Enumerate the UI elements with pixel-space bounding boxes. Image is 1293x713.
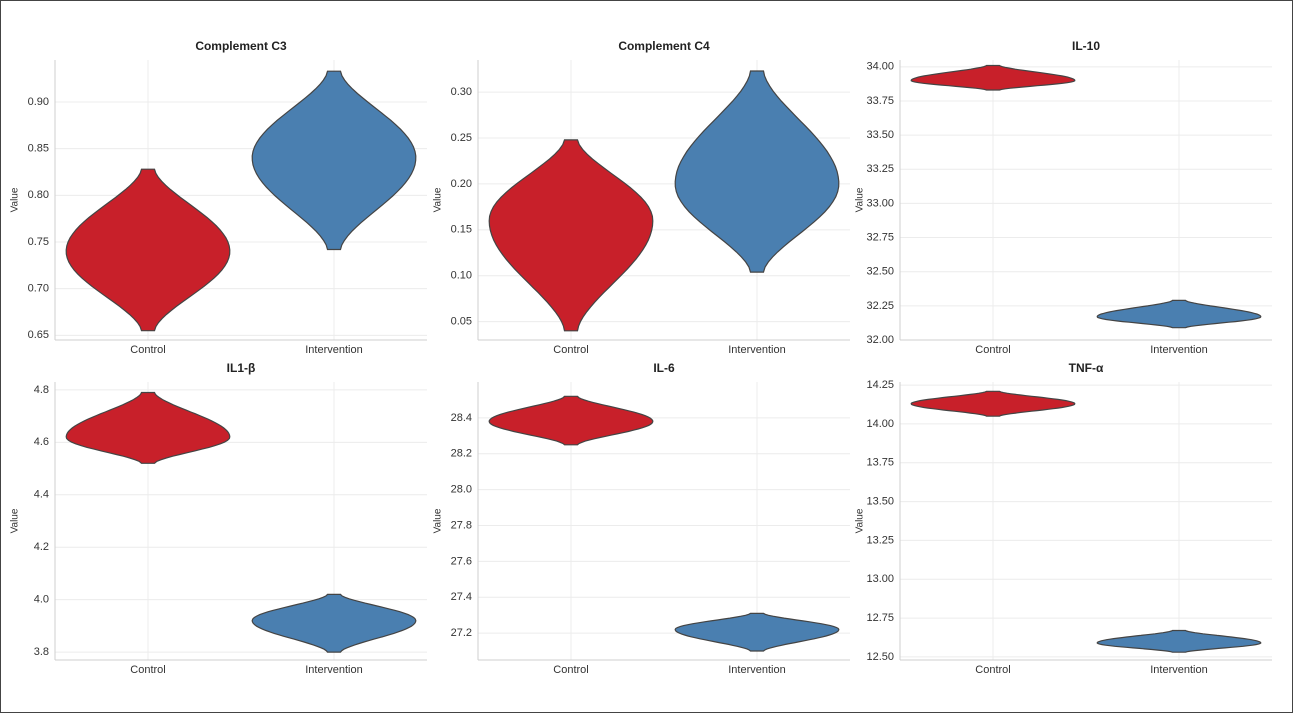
y-tick-label: 34.00 bbox=[866, 61, 894, 73]
y-tick-label: 0.10 bbox=[451, 270, 472, 282]
y-axis-label: Value bbox=[855, 187, 866, 212]
chart-title: IL1-β bbox=[227, 361, 256, 375]
chart-title: IL-10 bbox=[1072, 39, 1100, 53]
y-tick-label: 0.85 bbox=[28, 143, 49, 155]
violin bbox=[910, 390, 1076, 417]
x-tick-label: Control bbox=[553, 664, 588, 676]
y-tick-label: 27.8 bbox=[451, 519, 472, 531]
y-tick-label: 0.80 bbox=[28, 189, 49, 201]
y-tick-label: 33.25 bbox=[866, 163, 894, 175]
violin bbox=[251, 70, 417, 251]
y-tick-label: 33.75 bbox=[866, 95, 894, 107]
x-tick-label: Intervention bbox=[305, 664, 362, 676]
violin bbox=[674, 70, 840, 273]
y-tick-label: 0.65 bbox=[28, 329, 49, 341]
y-tick-label: 33.50 bbox=[866, 129, 894, 141]
y-tick-label: 0.75 bbox=[28, 236, 49, 248]
violin bbox=[488, 395, 654, 446]
y-tick-label: 12.50 bbox=[866, 651, 894, 663]
y-tick-label: 32.00 bbox=[866, 334, 894, 346]
y-tick-label: 4.6 bbox=[34, 436, 49, 448]
y-tick-label: 27.4 bbox=[451, 591, 472, 603]
violin bbox=[910, 64, 1076, 91]
y-tick-label: 0.15 bbox=[451, 224, 472, 236]
x-tick-label: Intervention bbox=[728, 664, 785, 676]
violin bbox=[674, 612, 840, 652]
y-tick-label: 4.4 bbox=[34, 489, 49, 501]
y-tick-label: 0.25 bbox=[451, 132, 472, 144]
y-tick-label: 4.8 bbox=[34, 384, 49, 396]
y-tick-label: 32.75 bbox=[866, 231, 894, 243]
x-tick-label: Control bbox=[553, 344, 588, 356]
y-tick-label: 27.6 bbox=[451, 555, 472, 567]
x-tick-label: Control bbox=[975, 344, 1010, 356]
y-tick-label: 14.25 bbox=[866, 379, 894, 391]
violin bbox=[65, 168, 231, 332]
y-tick-label: 4.0 bbox=[34, 594, 49, 606]
x-tick-label: Control bbox=[130, 344, 165, 356]
chart-title: TNF-α bbox=[1069, 361, 1104, 375]
violin bbox=[1096, 299, 1262, 329]
y-tick-label: 4.2 bbox=[34, 541, 49, 553]
chart-title: Complement C4 bbox=[618, 39, 710, 53]
y-tick-label: 0.20 bbox=[451, 178, 472, 190]
x-tick-label: Intervention bbox=[1150, 344, 1207, 356]
x-tick-label: Intervention bbox=[728, 344, 785, 356]
chart-title: IL-6 bbox=[653, 361, 675, 375]
y-tick-label: 28.2 bbox=[451, 448, 472, 460]
y-tick-label: 13.25 bbox=[866, 534, 894, 546]
y-axis-label: Value bbox=[433, 508, 444, 533]
x-tick-label: Control bbox=[975, 664, 1010, 676]
violin bbox=[65, 391, 231, 464]
y-tick-label: 32.25 bbox=[866, 300, 894, 312]
y-tick-label: 13.75 bbox=[866, 457, 894, 469]
x-tick-label: Intervention bbox=[305, 344, 362, 356]
violin bbox=[251, 593, 417, 653]
y-axis-label: Value bbox=[10, 508, 21, 533]
x-tick-label: Intervention bbox=[1150, 664, 1207, 676]
y-axis-label: Value bbox=[855, 508, 866, 533]
y-tick-label: 28.4 bbox=[451, 412, 472, 424]
y-tick-label: 14.00 bbox=[866, 418, 894, 430]
y-tick-label: 3.8 bbox=[34, 646, 49, 658]
violin bbox=[1096, 629, 1262, 653]
y-axis-label: Value bbox=[10, 187, 21, 212]
y-tick-label: 27.2 bbox=[451, 627, 472, 639]
y-tick-label: 13.50 bbox=[866, 495, 894, 507]
violin bbox=[488, 139, 654, 332]
y-tick-label: 0.30 bbox=[451, 86, 472, 98]
y-tick-label: 0.90 bbox=[28, 96, 49, 108]
chart-title: Complement C3 bbox=[195, 39, 287, 53]
y-tick-label: 12.75 bbox=[866, 612, 894, 624]
y-tick-label: 33.00 bbox=[866, 197, 894, 209]
y-tick-label: 0.05 bbox=[451, 316, 472, 328]
y-tick-label: 28.0 bbox=[451, 484, 472, 496]
y-axis-label: Value bbox=[433, 187, 444, 212]
y-tick-label: 0.70 bbox=[28, 283, 49, 295]
x-tick-label: Control bbox=[130, 664, 165, 676]
y-tick-label: 32.50 bbox=[866, 266, 894, 278]
y-tick-label: 13.00 bbox=[866, 573, 894, 585]
